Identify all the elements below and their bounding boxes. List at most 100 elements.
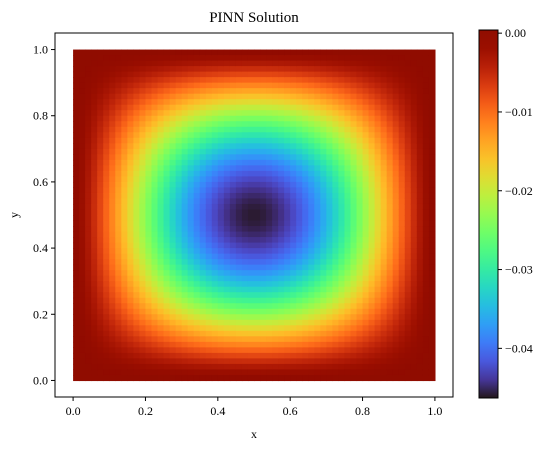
- heatmap-cell: [362, 143, 370, 150]
- heatmap-cell: [374, 126, 382, 133]
- heatmap-cell: [175, 154, 183, 161]
- heatmap-cell: [266, 198, 273, 205]
- heatmap-cell: [211, 308, 219, 315]
- heatmap-cell: [404, 319, 412, 326]
- heatmap-cell: [398, 209, 406, 216]
- heatmap-cell: [241, 237, 249, 244]
- heatmap-cell: [350, 110, 358, 117]
- heatmap-cell: [422, 231, 430, 238]
- heatmap-cell: [211, 181, 219, 189]
- heatmap-cell: [247, 71, 255, 78]
- heatmap-cell: [187, 148, 195, 155]
- heatmap-cell: [229, 369, 237, 376]
- heatmap-cell: [181, 187, 189, 194]
- heatmap-cell: [296, 148, 303, 155]
- heatmap-cell: [79, 369, 86, 376]
- heatmap-cell: [338, 181, 346, 189]
- heatmap-cell: [91, 220, 98, 227]
- heatmap-cell: [302, 325, 309, 332]
- heatmap-cell: [314, 215, 321, 222]
- heatmap-cell: [374, 170, 382, 177]
- heatmap-cell: [175, 187, 183, 194]
- heatmap-cell: [241, 110, 249, 117]
- heatmap-cell: [422, 137, 430, 144]
- heatmap-cell: [121, 93, 128, 100]
- heatmap-cell: [260, 137, 267, 144]
- heatmap-cell: [374, 303, 382, 310]
- heatmap-cell: [302, 319, 309, 326]
- heatmap-cell: [73, 132, 80, 139]
- heatmap-cell: [254, 154, 261, 161]
- heatmap-cell: [79, 270, 86, 277]
- heatmap-cell: [121, 49, 128, 56]
- heatmap-cell: [314, 110, 321, 117]
- heatmap-cell: [422, 82, 430, 89]
- heatmap-cell: [199, 242, 207, 249]
- heatmap-cell: [338, 115, 346, 122]
- heatmap-cell: [169, 308, 177, 315]
- heatmap-cell: [278, 132, 285, 139]
- heatmap-cell: [266, 60, 273, 67]
- heatmap-cell: [199, 126, 207, 133]
- heatmap-cell: [422, 121, 430, 128]
- heatmap-cell: [380, 292, 388, 299]
- heatmap-cell: [151, 71, 159, 78]
- heatmap-cell: [103, 358, 110, 365]
- heatmap-cell: [229, 336, 237, 343]
- heatmap-cell: [97, 88, 104, 95]
- heatmap-cell: [278, 226, 285, 233]
- heatmap-cell: [284, 181, 291, 189]
- heatmap-cell: [266, 215, 273, 222]
- heatmap-cell: [235, 192, 243, 200]
- heatmap-cell: [302, 132, 309, 139]
- heatmap-cell: [91, 187, 98, 194]
- heatmap-cell: [284, 187, 291, 194]
- heatmap-cell: [416, 126, 424, 133]
- heatmap-cell: [169, 358, 177, 365]
- heatmap-cell: [223, 336, 231, 343]
- heatmap-cell: [79, 159, 86, 166]
- heatmap-cell: [199, 137, 207, 144]
- heatmap-cell: [175, 181, 183, 189]
- heatmap-cell: [386, 270, 394, 277]
- heatmap-cell: [272, 66, 279, 73]
- heatmap-cell: [398, 203, 406, 211]
- heatmap-cell: [247, 374, 255, 382]
- heatmap-cell: [169, 137, 177, 144]
- heatmap-cell: [362, 358, 370, 365]
- heatmap-cell: [332, 198, 340, 205]
- heatmap-cell: [332, 363, 340, 371]
- heatmap-cell: [169, 148, 177, 155]
- heatmap-cell: [223, 55, 231, 62]
- heatmap-cell: [175, 226, 183, 233]
- heatmap-cell: [290, 148, 297, 155]
- heatmap-cell: [392, 270, 400, 277]
- heatmap-cell: [175, 165, 183, 172]
- heatmap-cell: [157, 292, 165, 299]
- heatmap-cell: [254, 203, 261, 211]
- heatmap-cell: [326, 82, 333, 89]
- heatmap-cell: [416, 104, 424, 111]
- heatmap-cell: [314, 275, 321, 282]
- heatmap-cell: [344, 215, 352, 222]
- heatmap-cell: [223, 325, 231, 332]
- heatmap-cell: [386, 198, 394, 205]
- heatmap-cell: [223, 209, 231, 216]
- heatmap-cell: [205, 237, 213, 244]
- heatmap-cell: [386, 60, 394, 67]
- heatmap-cell: [85, 203, 92, 211]
- heatmap-cell: [145, 215, 153, 222]
- heatmap-cell: [344, 209, 352, 216]
- heatmap-cell: [254, 237, 261, 244]
- heatmap-cell: [332, 226, 340, 233]
- heatmap-cell: [428, 242, 436, 249]
- heatmap-cell: [260, 187, 267, 194]
- heatmap-cell: [163, 231, 171, 238]
- heatmap-cell: [284, 143, 291, 150]
- heatmap-cell: [428, 110, 436, 117]
- heatmap-cell: [139, 336, 147, 343]
- heatmap-cell: [380, 99, 388, 106]
- heatmap-cell: [404, 165, 412, 172]
- heatmap-cell: [380, 192, 388, 200]
- heatmap-cell: [416, 248, 424, 255]
